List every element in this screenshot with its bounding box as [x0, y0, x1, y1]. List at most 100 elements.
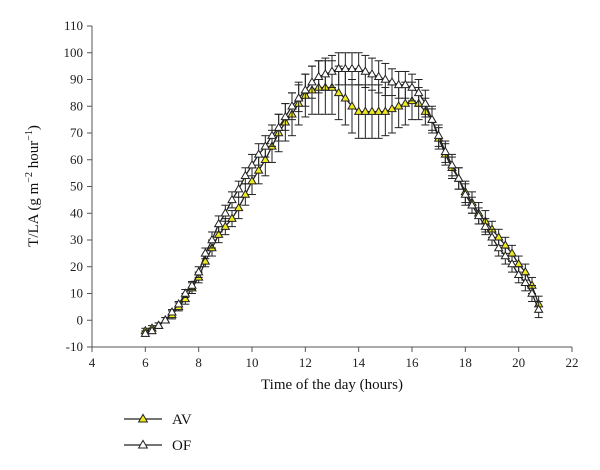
data-point-of [140, 328, 151, 337]
x-tick-label: 16 [406, 355, 420, 370]
data-point-of [347, 63, 357, 73]
data-point-of [333, 63, 344, 73]
x-tick-label: 6 [142, 355, 149, 370]
data-point-of [360, 66, 371, 75]
series-av [140, 60, 544, 335]
data-point-of [307, 76, 317, 86]
data-point-of [207, 234, 217, 244]
series-layer [140, 52, 544, 337]
data-point-of [467, 200, 477, 209]
series-of [140, 52, 544, 337]
data-point-of [313, 71, 324, 81]
legend-item-of: OF [124, 438, 191, 454]
data-point-of [500, 250, 511, 260]
x-axis-label: Time of the day (hours) [261, 377, 403, 393]
data-point-of [273, 122, 284, 131]
y-axis-label: T/LA (g m−2 hour−1) [24, 125, 42, 247]
y-tick-label: 100 [64, 45, 84, 60]
y-tick-label: 10 [70, 286, 83, 301]
data-point-of [427, 114, 437, 123]
y-tick-label: 80 [70, 98, 83, 113]
data-point-av [233, 202, 244, 212]
data-point-of [493, 242, 504, 252]
y-tick-label: 40 [70, 205, 83, 220]
x-tick-label: 14 [352, 355, 366, 370]
data-point-av [213, 229, 224, 238]
data-point-of [447, 159, 457, 169]
y-tick-label: 70 [70, 125, 83, 140]
x-tick-label: 22 [566, 355, 579, 370]
data-point-av [393, 101, 404, 110]
data-point-of [327, 66, 337, 75]
data-point-of [160, 315, 171, 324]
data-point-av [367, 106, 377, 115]
y-tick-label: -10 [66, 339, 83, 354]
data-point-av [240, 189, 251, 198]
data-point-of [400, 79, 411, 89]
data-point-of [387, 76, 397, 86]
series-line-av [145, 86, 540, 332]
data-point-of [393, 79, 404, 89]
data-point-of [320, 68, 331, 78]
x-tick-label: 8 [195, 355, 202, 370]
data-point-of [260, 141, 271, 150]
data-point-av [400, 98, 411, 107]
data-point-av [387, 103, 397, 113]
data-point-av [380, 106, 391, 115]
data-point-of [373, 71, 384, 81]
series-line-of [145, 68, 540, 335]
y-axis-label-sup2: −1 [24, 130, 35, 141]
data-point-of [193, 266, 204, 276]
data-point-av [220, 221, 231, 230]
data-point-av [260, 154, 271, 163]
data-point-av [373, 106, 384, 115]
data-point-of [380, 74, 391, 83]
y-tick-label: 20 [70, 259, 83, 274]
data-point-av [180, 293, 191, 303]
data-point-of [433, 130, 444, 139]
y-tick-label: 90 [70, 72, 83, 87]
data-point-of [480, 221, 491, 230]
legend-marker-av [137, 413, 149, 423]
data-point-of [413, 87, 424, 97]
data-point-of [300, 84, 311, 94]
legend-label-of: OF [172, 438, 191, 454]
y-tick-label: 30 [70, 232, 83, 247]
x-tick-label: 4 [89, 355, 96, 370]
legend-label-av: AV [172, 412, 192, 428]
y-axis-label-sup1: −2 [24, 172, 35, 183]
data-point-of [187, 280, 197, 289]
data-point-of [533, 304, 544, 313]
data-point-of [227, 194, 237, 204]
x-tick-label: 10 [246, 355, 259, 370]
data-point-of [520, 277, 531, 287]
data-point-of [487, 232, 497, 241]
data-point-av [347, 101, 357, 110]
data-point-of [213, 218, 224, 228]
data-point-of [220, 208, 231, 217]
data-point-av [353, 106, 364, 115]
y-tick-label: 110 [64, 18, 83, 33]
data-point-av [340, 93, 351, 102]
data-point-av [253, 165, 264, 174]
data-point-of [240, 170, 251, 180]
x-tick-label: 20 [512, 355, 525, 370]
data-point-of [460, 189, 471, 198]
data-point-of [153, 320, 164, 329]
y-tick-label: 60 [70, 152, 83, 167]
data-point-of [420, 98, 431, 107]
y-tick-label: 0 [77, 312, 84, 327]
data-point-of [340, 63, 351, 73]
y-axis-label-mid: hour [26, 141, 42, 172]
data-point-av [360, 106, 371, 115]
data-point-of [173, 298, 184, 308]
legend: AV OF [124, 412, 192, 454]
data-point-av [333, 87, 344, 97]
data-point-av [247, 175, 257, 185]
data-point-of [507, 258, 517, 268]
data-point-of [167, 307, 177, 316]
data-point-of [293, 93, 304, 102]
y-axis-label-base: T/LA (g m [26, 182, 42, 246]
legend-marker-of [137, 439, 149, 449]
data-point-of [440, 146, 451, 155]
